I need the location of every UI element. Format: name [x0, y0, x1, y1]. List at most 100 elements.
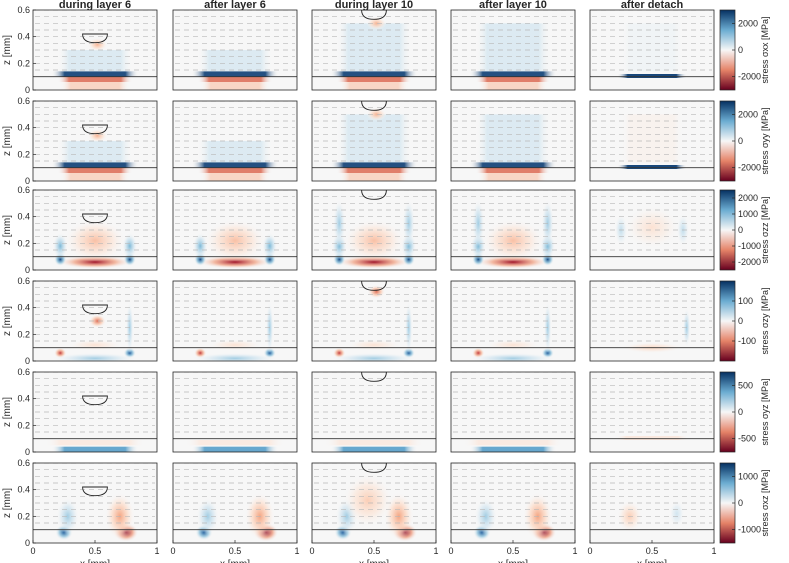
heatmap-panel [173, 10, 297, 90]
stress-hotspot [624, 206, 680, 249]
heatmap-panel [312, 190, 436, 270]
y-tick-label: 0 [25, 447, 30, 457]
stress-hotspot [343, 473, 393, 527]
panel-frame [311, 100, 437, 182]
stress-band [197, 141, 273, 163]
colorbar-tick-label: 2000 [738, 109, 758, 119]
y-axis-label: z [mm] [2, 397, 13, 427]
x-axis-label: x [mm] [359, 559, 389, 563]
heatmap-panel [312, 372, 436, 452]
stress-band [57, 50, 133, 72]
stress-hotspot [366, 16, 387, 30]
melt-pool-outline [361, 281, 387, 291]
heatmap-panel [312, 281, 436, 361]
colorbar-tick-label: -1000 [738, 241, 761, 251]
stress-band [463, 440, 563, 446]
y-tick-label: 0.4 [17, 212, 30, 222]
y-tick-label: 0 [25, 265, 30, 275]
y-tick-label: 0.2 [17, 511, 30, 521]
y-tick-label: 0 [25, 356, 30, 366]
heatmap-panel [173, 190, 297, 270]
stress-band [621, 23, 683, 72]
colorbar-label: stress σxx [MPa] [760, 16, 770, 83]
melt-pool-outline [82, 304, 108, 315]
stress-hotspot [192, 232, 208, 260]
stress-band [339, 82, 409, 90]
column-title: during layer 6 [59, 0, 131, 11]
heatmap-panel [33, 101, 157, 181]
stress-band [197, 167, 273, 173]
colorbar-tick-label: 2000 [738, 193, 758, 203]
heatmap-panel [451, 281, 575, 361]
x-tick-label: 1 [711, 546, 716, 556]
stress-band [191, 162, 279, 168]
stress-hotspot [482, 219, 544, 262]
panel-frame [32, 371, 158, 453]
x-tick-label: 0 [448, 546, 453, 556]
stress-band [191, 446, 279, 452]
column-title: after layer 6 [204, 0, 266, 11]
stress-hotspot [64, 219, 126, 262]
panel-frame [311, 371, 437, 453]
colorbar-tick-label: 100 [738, 296, 753, 306]
melt-pool-outline [82, 486, 108, 497]
y-axis-label: z [mm] [2, 306, 13, 336]
x-axis-label: x [mm] [498, 559, 528, 563]
colorbar-tick-label: -2000 [738, 257, 761, 267]
panel-frame [172, 189, 298, 271]
heatmap-panel [590, 281, 714, 361]
y-tick-label: 0.2 [17, 58, 30, 68]
colorbar-tick-label: 2000 [738, 18, 758, 28]
colorbar-tick-label: 0 [738, 45, 743, 55]
stress-band [324, 440, 424, 446]
stress-band [469, 446, 557, 452]
panel-frame [311, 9, 437, 91]
stress-hotspot [191, 353, 279, 361]
stress-hotspot [669, 500, 685, 527]
stress-band [617, 74, 687, 78]
panel-frame [32, 280, 158, 362]
panel-frame [589, 100, 715, 182]
y-tick-label: 0.6 [17, 458, 30, 468]
panel-frame [589, 280, 715, 362]
stress-band [621, 114, 683, 163]
colorbar-tick-label: 0 [738, 136, 743, 146]
x-tick-label: 0.5 [89, 546, 102, 556]
stress-band [469, 71, 557, 77]
stress-band [469, 162, 557, 168]
stress-band [475, 23, 551, 72]
colorbar-label: stress σyz [MPa] [760, 378, 770, 445]
column-title: during layer 10 [335, 0, 413, 11]
colorbar-label: stress σxz [MPa] [760, 469, 770, 536]
y-tick-label: 0.2 [17, 238, 30, 248]
heatmap-panel [590, 190, 714, 270]
panel-frame [450, 100, 576, 182]
heatmap-panel [451, 372, 575, 452]
stress-band [51, 446, 139, 452]
y-tick-label: 0.2 [17, 329, 30, 339]
y-tick-label: 0.4 [17, 303, 30, 313]
heatmap-panel [590, 10, 714, 90]
heatmap-panel [173, 101, 297, 181]
panel-frame [589, 189, 715, 271]
heatmap-panel [33, 463, 157, 543]
y-tick-label: 0.6 [17, 5, 30, 15]
stress-hotspot [333, 199, 346, 248]
panel-frame [450, 9, 576, 91]
stress-hotspot [204, 219, 266, 262]
stress-hotspot [88, 314, 107, 328]
melt-pool-outline [82, 213, 108, 224]
stress-hotspot [343, 219, 405, 262]
column-title: after detach [621, 0, 684, 11]
heatmap-panel [33, 10, 157, 90]
y-tick-label: 0.4 [17, 485, 30, 495]
melt-pool-outline [82, 395, 108, 406]
heatmap-panel [173, 281, 297, 361]
panel-frame [172, 9, 298, 91]
stress-hotspot [366, 107, 387, 122]
stress-band [57, 167, 133, 173]
y-tick-label: 0.2 [17, 149, 30, 159]
column-title: after layer 10 [479, 0, 547, 11]
heatmap-panel [590, 372, 714, 452]
panel-frame [450, 371, 576, 453]
